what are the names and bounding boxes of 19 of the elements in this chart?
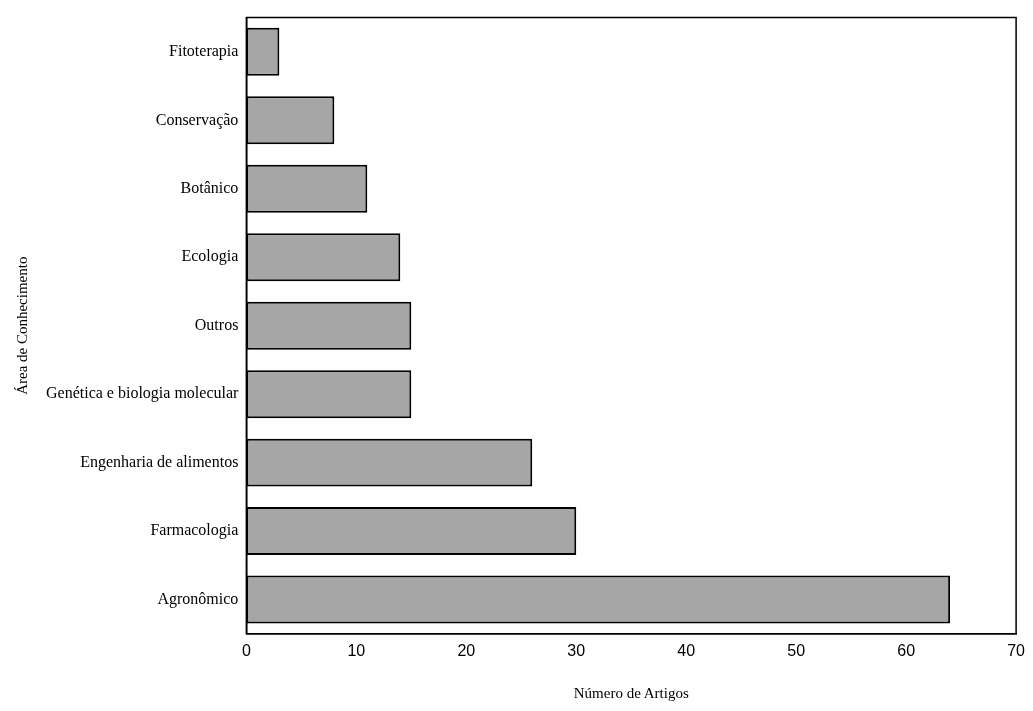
y-tick-label: Genética e biologia molecular [46,384,240,403]
y-tick-label: Botânico [180,178,239,196]
y-tick-label: Conservação [155,110,239,129]
x-tick-label: 70 [1007,641,1026,659]
x-axis-title: Número de Artigos [573,684,689,701]
x-tick-label: 40 [677,641,696,659]
y-tick-label: Ecologia [181,247,239,266]
y-tick-label: Engenharia de alimentos [80,452,239,471]
y-tick-label: Agronômico [157,589,239,608]
y-axis-title: Área de Conhecimento [13,256,30,395]
x-tick-label: 20 [457,641,476,659]
x-tick-label: 30 [567,641,586,659]
y-tick-label: Fitoterapia [169,42,239,61]
x-tick-label: 0 [241,641,251,659]
x-tick-label: 50 [787,641,806,659]
y-tick-label: Farmacologia [150,521,239,540]
x-tick-label: 60 [897,641,916,659]
y-tick-label: Outros [194,315,239,333]
x-tick-label: 10 [347,641,366,659]
